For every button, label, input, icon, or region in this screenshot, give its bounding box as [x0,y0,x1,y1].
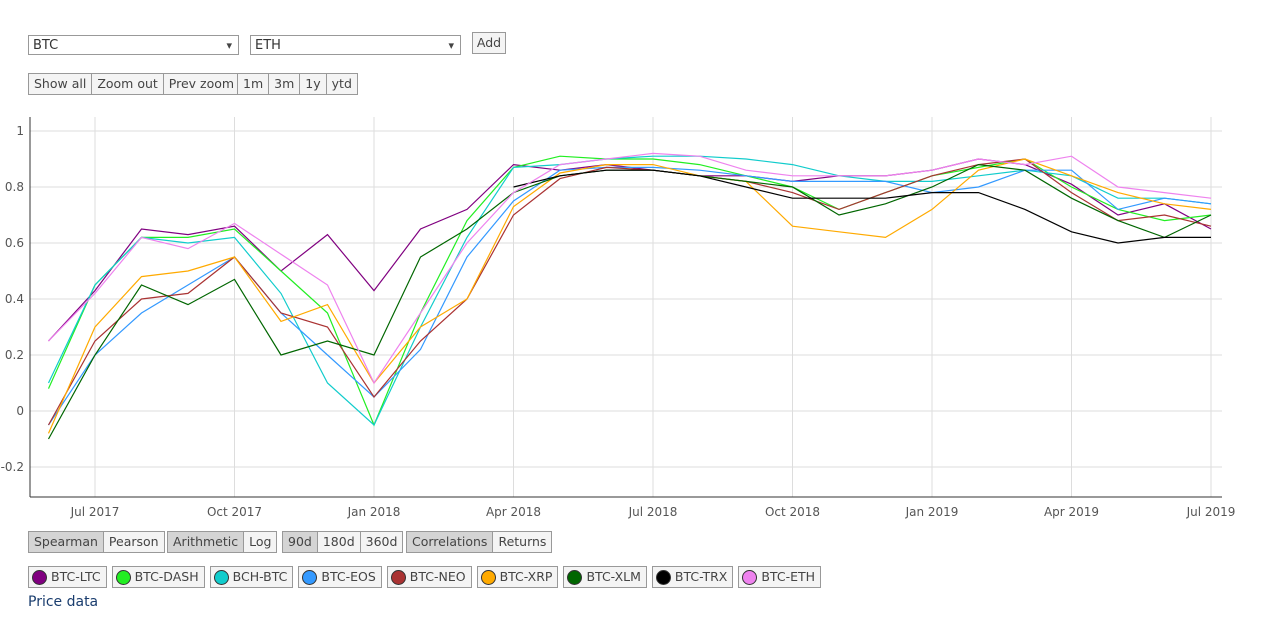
view-group: Correlations Returns [406,531,553,553]
x-tick-label: Apr 2019 [1044,505,1099,519]
toggle-button[interactable]: 1y [299,74,326,94]
toggle-button[interactable]: Prev zoom [162,74,240,94]
add-button[interactable]: Add [472,32,506,54]
legend-swatch [567,569,583,585]
toggle-button[interactable]: Pearson [102,532,164,552]
x-tick-label: Apr 2018 [486,505,541,519]
y-tick-label: 0 [16,404,24,418]
toggle-button[interactable]: Correlations [407,532,493,552]
series-line [47,163,1212,440]
toggle-button[interactable]: 90d [283,532,317,552]
legend-item[interactable]: BTC-ETH [738,566,822,588]
legend-item[interactable]: BTC-LTC [28,566,107,588]
legend-swatch [302,569,318,585]
toggle-button[interactable]: 1m [238,74,269,94]
legend-label: BTC-XRP [499,569,553,584]
toggle-button[interactable]: Show all [29,74,92,94]
legend-item[interactable]: BCH-BTC [209,566,294,588]
legend-label: BTC-ETH [761,569,816,584]
asset-select[interactable]: ETH [250,35,461,56]
series-line [48,158,1212,342]
x-tick-label: Jan 2018 [347,505,401,519]
series-line [47,155,1212,427]
y-tick-label: 0.4 [5,292,24,306]
legend-item[interactable]: BTC-XRP [476,566,559,588]
x-tick-label: Oct 2018 [765,505,820,519]
price-link[interactable]: Price data [28,594,99,610]
legend-swatch [742,569,758,585]
toggle-button[interactable]: 3m [268,74,300,94]
legend-label: BCH-BTC [232,569,288,584]
toggle-button[interactable]: 360d [359,532,403,552]
toggle-button[interactable]: Log [243,532,277,552]
legend-item[interactable]: BTC-TRX [651,566,734,588]
x-tick-label: Oct 2017 [207,505,262,519]
toggle-button[interactable]: Spearman [29,532,103,552]
legend-swatch [213,569,229,585]
asset-select[interactable]: BTC [28,35,239,56]
legend-swatch [390,569,406,585]
legend-item[interactable]: BTC-XLM [563,566,647,588]
window-group: 90d 180d 360d [282,531,404,553]
y-tick-label: 0.8 [5,180,24,194]
legend-label: BTC-LTC [51,569,101,584]
legend: BTC-LTC BTC-DASH BCH-BTC BTC-EOS BTC-NEO BTC-… [28,566,822,588]
series-line [47,158,1212,434]
y-tick-label: 1 [16,124,24,138]
series-line [47,158,1212,426]
range-group: 1m 3m 1y ytd [237,73,358,95]
series-line [513,169,1211,244]
y-tick-label: 0.2 [5,348,24,362]
legend-item[interactable]: BTC-NEO [386,566,472,588]
toggle-button[interactable]: ytd [325,74,357,94]
toggle-button[interactable]: Zoom out [91,74,163,94]
legend-label: BTC-TRX [674,569,728,584]
series-line [48,166,1212,426]
scale-group: Arithmetic Log [167,531,278,553]
legend-item[interactable]: BTC-DASH [111,566,205,588]
series-line [47,155,1212,426]
legend-label: BTC-DASH [134,569,199,584]
legend-label: BTC-XLM [586,569,641,584]
toggle-button[interactable]: Arithmetic [168,532,244,552]
legend-label: BTC-NEO [409,569,466,584]
plot-area [30,117,1222,497]
legend-swatch [655,569,671,585]
x-tick-label: Jan 2019 [905,505,959,519]
toggle-button[interactable]: 180d [316,532,360,552]
zoom-group: Show all Zoom out Prev zoom [28,73,241,95]
x-tick-label: Jul 2018 [628,505,678,519]
legend-swatch [480,569,496,585]
y-tick-label: -0.2 [1,460,24,474]
x-tick-label: Jul 2019 [1186,505,1236,519]
legend-item[interactable]: BTC-EOS [298,566,382,588]
legend-swatch [115,569,131,585]
legend-swatch [32,569,47,585]
x-tick-label: Jul 2017 [70,505,120,519]
toggle-button[interactable]: Returns [492,532,552,552]
legend-label: BTC-EOS [321,569,376,584]
y-tick-label: 0.6 [5,236,24,250]
series-line [48,152,1212,385]
method-group: Spearman Pearson [28,531,165,553]
